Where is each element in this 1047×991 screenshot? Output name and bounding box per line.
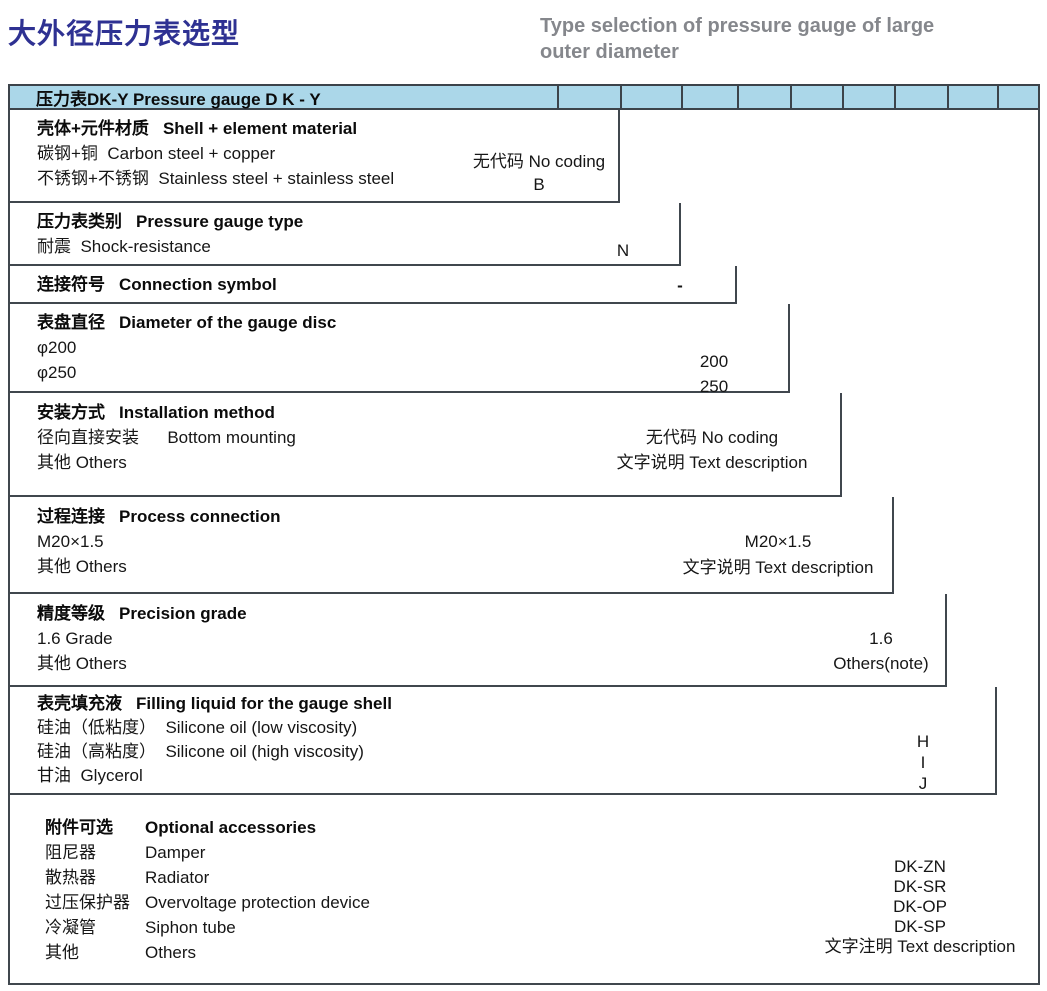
header-title: 压力表DK-Y Pressure gauge D K - Y (36, 89, 321, 109)
page-subtitle-line2: outer diameter (540, 41, 679, 63)
row-codes: 无代码 No coding 文字说明 Text description (617, 425, 808, 475)
header-code-cell (620, 86, 681, 108)
page-title-cn: 大外径压力表选型 (8, 18, 241, 49)
code-value: - (677, 276, 683, 295)
row-title: 压力表类别 Pressure gauge type (37, 212, 304, 231)
selection-table: 压力表DK-Y Pressure gauge D K - Y 壳体+元件材质 Sh… (8, 84, 1040, 985)
code-value: H (916, 732, 930, 751)
page-subtitle-en: Type selection of pressure gauge of larg… (540, 13, 1040, 65)
row-codes: 200 250 (700, 349, 728, 399)
header-code-cell (894, 86, 947, 108)
code-value: 文字注明 Text description (824, 937, 1016, 956)
code-value: 250 (699, 377, 729, 396)
row-item: 散热器 Radiator (45, 868, 210, 887)
page-subtitle-line1: Type selection of pressure gauge of larg… (540, 15, 935, 37)
code-value: 无代码 No coding (472, 152, 606, 171)
row-codes: N (617, 238, 629, 263)
row-item: φ200 (37, 338, 77, 357)
table-header-row: 压力表DK-Y Pressure gauge D K - Y (8, 84, 1040, 110)
row-item: M20×1.5 (37, 532, 104, 551)
row-shell-element-material: 壳体+元件材质 Shell + element material 碳钢+铜 Car… (8, 110, 620, 203)
row-title: 附件可选 Optional accessories (45, 818, 317, 837)
row-title: 表壳填充液 Filling liquid for the gauge shell (37, 694, 392, 713)
row-item: 甘油 Glycerol (37, 766, 143, 785)
row-title: 连接符号 Connection symbol (37, 275, 277, 294)
header-code-cell (557, 86, 620, 108)
row-item: 其他 Others (37, 557, 127, 576)
row-filling-liquid: 表壳填充液 Filling liquid for the gauge shell … (8, 687, 997, 795)
row-process-connection: 过程连接 Process connection M20×1.5 其他 Others… (8, 497, 894, 594)
row-item: 其他 Others (37, 654, 127, 673)
code-value: DK-SP (894, 917, 946, 936)
code-value: Others(note) (833, 654, 929, 673)
header-code-cell (947, 86, 997, 108)
code-value: J (918, 774, 928, 793)
row-title: 精度等级 Precision grade (37, 604, 247, 623)
row-connection-symbol: 连接符号 Connection symbol - (8, 266, 737, 304)
row-codes: 无代码 No coding B (473, 150, 605, 196)
code-value: 200 (699, 352, 729, 371)
row-dial-diameter: 表盘直径 Diameter of the gauge disc φ200 φ250… (8, 304, 790, 396)
table-outer-right-border (1038, 108, 1040, 985)
code-value: DK-ZN (894, 857, 946, 876)
code-value: B (533, 175, 545, 194)
row-codes: 1.6 Others(note) (833, 626, 928, 676)
code-value: 文字说明 Text description (682, 558, 874, 577)
code-value: 文字说明 Text description (616, 453, 808, 472)
row-item: 其他 Others (37, 453, 127, 472)
row-codes: DK-ZN DK-SR DK-OP DK-SP 文字注明 Text descri… (825, 857, 1016, 957)
row-title: 壳体+元件材质 Shell + element material (37, 119, 358, 138)
row-item: 不锈钢+不锈钢 Stainless steel + stainless stee… (37, 169, 395, 188)
row-item: 1.6 Grade (37, 629, 113, 648)
row-title: 安装方式 Installation method (37, 403, 275, 422)
row-codes: M20×1.5 文字说明 Text description (683, 529, 874, 581)
row-codes: H I J (917, 731, 929, 794)
code-value: 1.6 (869, 629, 893, 648)
row-item: 硅油（高粘度） Silicone oil (high viscosity) (37, 742, 364, 761)
row-precision-grade: 精度等级 Precision grade 1.6 Grade 其他 Others … (8, 594, 947, 687)
header-code-cell (790, 86, 842, 108)
row-item: φ250 (37, 363, 77, 382)
code-value: DK-OP (893, 897, 947, 916)
row-item: 碳钢+铜 Carbon steel + copper (37, 144, 276, 163)
row-title: 表盘直径 Diameter of the gauge disc (37, 313, 337, 332)
code-value: 无代码 No coding (645, 428, 779, 447)
row-codes: - (677, 273, 683, 298)
row-pressure-gauge-type: 压力表类别 Pressure gauge type 耐震 Shock-resist… (8, 203, 681, 266)
row-item: 阻尼器 Damper (45, 843, 206, 862)
header-code-cell (997, 86, 1038, 108)
row-item: 其他 Others (45, 943, 197, 962)
row-optional-accessories: 附件可选 Optional accessories 阻尼器 Damper 散热器 Ra… (8, 795, 1040, 985)
header-code-cell (681, 86, 737, 108)
row-title: 过程连接 Process connection (37, 507, 281, 526)
code-value: M20×1.5 (744, 532, 812, 551)
row-item: 硅油（低粘度） Silicone oil (low viscosity) (37, 718, 358, 737)
row-item: 过压保护器 Overvoltage protection device (45, 893, 370, 912)
header-code-cell (737, 86, 790, 108)
row-item: 冷凝管 Siphon tube (45, 918, 236, 937)
row-installation-method: 安装方式 Installation method 径向直接安装 Bottom mo… (8, 393, 842, 497)
code-value: DK-SR (893, 877, 947, 896)
code-value: I (920, 753, 926, 772)
header-code-cell (842, 86, 894, 108)
row-item: 径向直接安装 Bottom mounting (37, 428, 296, 447)
code-value: N (616, 241, 630, 260)
row-item: 耐震 Shock-resistance (37, 237, 211, 256)
